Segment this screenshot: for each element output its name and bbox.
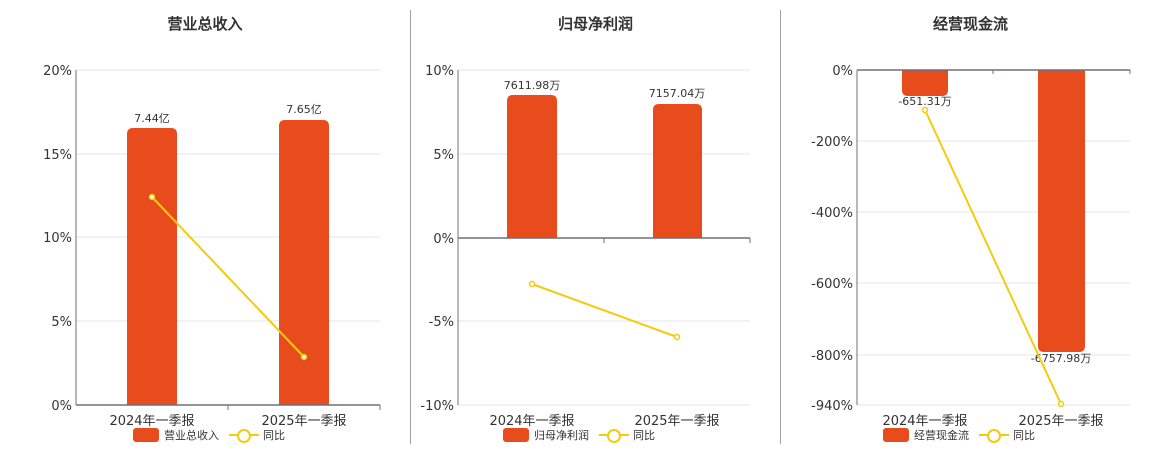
x-axis-label: 2025年一季报	[261, 414, 346, 429]
net-profit-chart: 10% 5% 0% -5% -10% 7611.98万 7157.04万 202…	[420, 64, 751, 429]
y-tick-label: -400%	[811, 206, 853, 221]
bar-2024q1[interactable]	[127, 128, 177, 405]
line-legend-label[interactable]: 同比	[633, 429, 655, 442]
y-tick-label: 5%	[433, 148, 454, 163]
line-legend-icon[interactable]	[599, 428, 629, 443]
y-tick-label: -940%	[811, 399, 853, 414]
panel-divider-2	[780, 10, 781, 444]
chart-title: 营业总收入	[167, 15, 243, 33]
bar-value-label: 7.65亿	[286, 103, 322, 116]
bar-2024q1[interactable]	[902, 70, 948, 96]
operating-cashflow-chart: 0% -200% -400% -600% -800% -940% -651.31…	[811, 64, 1131, 429]
y-tick-label: 20%	[43, 64, 72, 79]
y-tick-label: -200%	[811, 135, 853, 150]
revenue-chart-panel: 营业总收入 20% 15% 10% 5% 0% 7.44亿 7.65亿 2024…	[0, 0, 410, 450]
bar-value-label: 7.44亿	[134, 112, 170, 125]
bar-2025q1[interactable]	[653, 104, 702, 238]
bar-legend-swatch[interactable]	[883, 428, 909, 442]
bar-legend-swatch[interactable]	[503, 428, 529, 442]
yoy-point[interactable]	[673, 333, 681, 341]
x-axis-label: 2025年一季报	[634, 414, 719, 429]
bar-legend-label[interactable]: 归母净利润	[534, 429, 589, 442]
y-tick-label: -5%	[429, 315, 454, 330]
bar-value-label: -651.31万	[898, 95, 951, 108]
line-legend-icon[interactable]	[979, 428, 1009, 443]
yoy-line	[531, 283, 678, 338]
y-tick-label: -600%	[811, 277, 853, 292]
chart-legend: 经营现金流 同比	[883, 427, 1035, 443]
operating-cashflow-chart-panel: 经营现金流 0% -200% -400% -600% -800% -940% -…	[781, 0, 1160, 450]
yoy-point[interactable]	[921, 106, 929, 114]
panel-divider-1	[410, 10, 411, 444]
y-tick-label: 0%	[433, 232, 454, 247]
bar-legend-label[interactable]: 经营现金流	[914, 429, 969, 442]
revenue-chart: 20% 15% 10% 5% 0% 7.44亿 7.65亿 2024年一季报 2…	[43, 64, 381, 429]
yoy-line	[924, 109, 1062, 405]
bar-2025q1[interactable]	[1038, 70, 1085, 352]
x-axis-label: 2025年一季报	[1018, 414, 1103, 429]
bar-value-label: 7611.98万	[504, 79, 561, 92]
bar-legend-swatch[interactable]	[133, 428, 159, 442]
x-axis-label: 2024年一季报	[109, 414, 194, 429]
y-tick-label: -800%	[811, 349, 853, 364]
bar-value-label: 7157.04万	[649, 87, 706, 100]
bar-legend-label[interactable]: 营业总收入	[164, 429, 219, 442]
yoy-point[interactable]	[300, 353, 308, 361]
line-legend-label[interactable]: 同比	[1013, 429, 1035, 442]
chart-title: 归母净利润	[557, 15, 633, 33]
chart-legend: 归母净利润 同比	[503, 427, 655, 443]
yoy-point[interactable]	[1057, 400, 1065, 408]
line-legend-icon[interactable]	[229, 428, 259, 443]
bar-2025q1[interactable]	[279, 120, 329, 405]
x-axis-label: 2024年一季报	[489, 414, 574, 429]
chart-title: 经营现金流	[932, 15, 1008, 33]
y-tick-label: 0%	[51, 399, 72, 414]
yoy-point[interactable]	[148, 193, 156, 201]
yoy-line	[151, 196, 305, 358]
bar-2024q1[interactable]	[507, 95, 557, 238]
y-tick-label: 5%	[51, 315, 72, 330]
bar-value-label: -6757.98万	[1031, 352, 1091, 365]
line-legend-label[interactable]: 同比	[263, 429, 285, 442]
y-tick-label: 10%	[43, 231, 72, 246]
y-tick-label: -10%	[420, 399, 454, 414]
y-tick-label: 15%	[43, 148, 72, 163]
x-axis-label: 2024年一季报	[882, 414, 967, 429]
y-tick-label: 0%	[832, 64, 853, 79]
chart-legend: 营业总收入 同比	[133, 427, 285, 443]
y-tick-label: 10%	[425, 64, 454, 79]
yoy-point[interactable]	[528, 280, 536, 288]
net-profit-chart-panel: 归母净利润 10% 5% 0% -5% -10% 7611.98万 7157.0…	[411, 0, 780, 450]
